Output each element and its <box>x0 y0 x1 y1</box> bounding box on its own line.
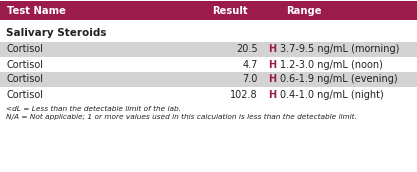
Text: 1.2-3.0 ng/mL (noon): 1.2-3.0 ng/mL (noon) <box>280 60 383 69</box>
Text: Result: Result <box>212 6 248 15</box>
Text: Cortisol: Cortisol <box>7 45 44 55</box>
Text: 4.7: 4.7 <box>243 60 258 69</box>
Bar <box>0 87 417 102</box>
Text: Range: Range <box>286 6 322 15</box>
Text: H: H <box>268 89 276 99</box>
Text: 3.7-9.5 ng/mL (morning): 3.7-9.5 ng/mL (morning) <box>280 45 399 55</box>
Text: 20.5: 20.5 <box>236 45 258 55</box>
Bar <box>0 1 417 20</box>
Bar <box>0 42 417 57</box>
Text: 0.6-1.9 ng/mL (evening): 0.6-1.9 ng/mL (evening) <box>280 74 398 84</box>
Text: H: H <box>268 60 276 69</box>
Text: H: H <box>268 45 276 55</box>
Text: Cortisol: Cortisol <box>7 60 44 69</box>
Text: 7.0: 7.0 <box>243 74 258 84</box>
Text: H: H <box>268 74 276 84</box>
Bar <box>0 72 417 87</box>
Text: Test Name: Test Name <box>7 6 66 15</box>
Text: 102.8: 102.8 <box>230 89 258 99</box>
Text: 0.4-1.0 ng/mL (night): 0.4-1.0 ng/mL (night) <box>280 89 384 99</box>
Text: Cortisol: Cortisol <box>7 89 44 99</box>
Bar <box>0 57 417 72</box>
Text: N/A = Not applicable; 1 or more values used in this calculation is less than the: N/A = Not applicable; 1 or more values u… <box>6 114 357 120</box>
Text: Salivary Steroids: Salivary Steroids <box>6 28 106 38</box>
Text: Cortisol: Cortisol <box>7 74 44 84</box>
Text: <dL = Less than the detectable limit of the lab.: <dL = Less than the detectable limit of … <box>6 106 181 112</box>
